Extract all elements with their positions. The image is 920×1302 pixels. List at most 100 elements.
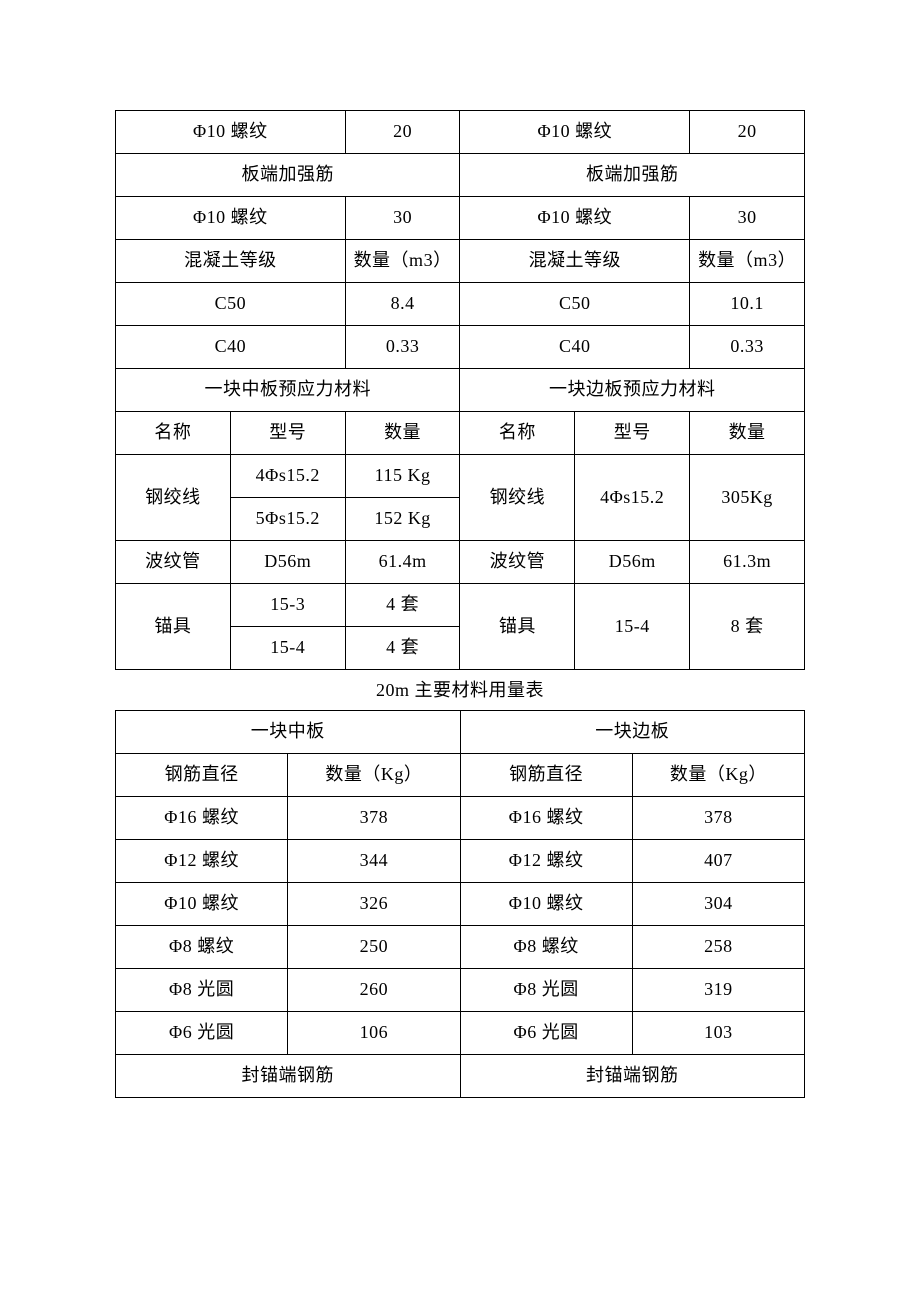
table-row: 封锚端钢筋 封锚端钢筋 bbox=[116, 1055, 805, 1098]
table-row: Φ6 光圆 106 Φ6 光圆 103 bbox=[116, 1012, 805, 1055]
cell: 407 bbox=[632, 840, 804, 883]
cell: Φ12 螺纹 bbox=[460, 840, 632, 883]
cell: 封锚端钢筋 bbox=[116, 1055, 461, 1098]
table-row: Φ10 螺纹 326 Φ10 螺纹 304 bbox=[116, 883, 805, 926]
table-row: C40 0.33 C40 0.33 bbox=[116, 326, 805, 369]
cell: 数量 bbox=[690, 412, 805, 455]
cell: 8.4 bbox=[345, 283, 460, 326]
cell: 103 bbox=[632, 1012, 804, 1055]
cell: Φ10 螺纹 bbox=[460, 111, 690, 154]
cell: 锚具 bbox=[460, 584, 575, 670]
cell: 数量（Kg） bbox=[632, 754, 804, 797]
cell: 0.33 bbox=[345, 326, 460, 369]
cell: 152 Kg bbox=[345, 498, 460, 541]
cell: 锚具 bbox=[116, 584, 231, 670]
cell: 20 bbox=[690, 111, 805, 154]
cell: Φ10 螺纹 bbox=[116, 111, 346, 154]
table-row: Φ10 螺纹 20 Φ10 螺纹 20 bbox=[116, 111, 805, 154]
cell: 数量（m3） bbox=[345, 240, 460, 283]
cell: 一块边板预应力材料 bbox=[460, 369, 805, 412]
cell: Φ12 螺纹 bbox=[116, 840, 288, 883]
table-row: 一块中板预应力材料 一块边板预应力材料 bbox=[116, 369, 805, 412]
cell: 混凝土等级 bbox=[460, 240, 690, 283]
cell: 378 bbox=[288, 797, 460, 840]
cell: 钢筋直径 bbox=[460, 754, 632, 797]
cell: 4 套 bbox=[345, 627, 460, 670]
cell: 260 bbox=[288, 969, 460, 1012]
cell: 钢绞线 bbox=[460, 455, 575, 541]
table-row: 锚具 15-3 4 套 锚具 15-4 8 套 bbox=[116, 584, 805, 627]
cell: 一块边板 bbox=[460, 711, 805, 754]
cell: 混凝土等级 bbox=[116, 240, 346, 283]
cell: 15-4 bbox=[230, 627, 345, 670]
cell: 30 bbox=[690, 197, 805, 240]
table-row: 钢筋直径 数量（Kg） 钢筋直径 数量（Kg） bbox=[116, 754, 805, 797]
cell: Φ8 螺纹 bbox=[460, 926, 632, 969]
cell: 319 bbox=[632, 969, 804, 1012]
cell: 4Φs15.2 bbox=[230, 455, 345, 498]
cell: 0.33 bbox=[690, 326, 805, 369]
table-row: 名称 型号 数量 名称 型号 数量 bbox=[116, 412, 805, 455]
cell: Φ8 光圆 bbox=[460, 969, 632, 1012]
cell: 波纹管 bbox=[460, 541, 575, 584]
cell: Φ10 螺纹 bbox=[116, 197, 346, 240]
table-row: Φ16 螺纹 378 Φ16 螺纹 378 bbox=[116, 797, 805, 840]
table-a: Φ10 螺纹 20 Φ10 螺纹 20 板端加强筋 板端加强筋 Φ10 螺纹 3… bbox=[115, 110, 805, 670]
cell: 一块中板 bbox=[116, 711, 461, 754]
cell: Φ10 螺纹 bbox=[116, 883, 288, 926]
cell: Φ10 螺纹 bbox=[460, 883, 632, 926]
table-row: 钢绞线 4Φs15.2 115 Kg 钢绞线 4Φs15.2 305Kg bbox=[116, 455, 805, 498]
cell: 304 bbox=[632, 883, 804, 926]
cell: 板端加强筋 bbox=[116, 154, 460, 197]
table-row: 混凝土等级 数量（m3） 混凝土等级 数量（m3） bbox=[116, 240, 805, 283]
cell: 30 bbox=[345, 197, 460, 240]
cell: 15-4 bbox=[575, 584, 690, 670]
cell: 数量（m3） bbox=[690, 240, 805, 283]
cell: 250 bbox=[288, 926, 460, 969]
table-row: 一块中板 一块边板 bbox=[116, 711, 805, 754]
cell: 名称 bbox=[460, 412, 575, 455]
cell: 61.4m bbox=[345, 541, 460, 584]
cell: 326 bbox=[288, 883, 460, 926]
cell: 名称 bbox=[116, 412, 231, 455]
cell: 8 套 bbox=[690, 584, 805, 670]
cell: 型号 bbox=[575, 412, 690, 455]
cell: Φ8 螺纹 bbox=[116, 926, 288, 969]
cell: Φ10 螺纹 bbox=[460, 197, 690, 240]
cell: 305Kg bbox=[690, 455, 805, 541]
cell: C50 bbox=[116, 283, 346, 326]
cell: C40 bbox=[460, 326, 690, 369]
table-row: Φ8 螺纹 250 Φ8 螺纹 258 bbox=[116, 926, 805, 969]
cell: 4 套 bbox=[345, 584, 460, 627]
cell: 一块中板预应力材料 bbox=[116, 369, 460, 412]
cell: 型号 bbox=[230, 412, 345, 455]
cell: 378 bbox=[632, 797, 804, 840]
cell: 106 bbox=[288, 1012, 460, 1055]
table-row: 板端加强筋 板端加强筋 bbox=[116, 154, 805, 197]
cell: C40 bbox=[116, 326, 346, 369]
cell: 20 bbox=[345, 111, 460, 154]
table-row: 波纹管 D56m 61.4m 波纹管 D56m 61.3m bbox=[116, 541, 805, 584]
cell: 数量（Kg） bbox=[288, 754, 460, 797]
table-row: Φ10 螺纹 30 Φ10 螺纹 30 bbox=[116, 197, 805, 240]
cell: Φ6 光圆 bbox=[460, 1012, 632, 1055]
table-row: Φ8 光圆 260 Φ8 光圆 319 bbox=[116, 969, 805, 1012]
cell: 钢绞线 bbox=[116, 455, 231, 541]
cell: 5Φs15.2 bbox=[230, 498, 345, 541]
cell: Φ16 螺纹 bbox=[116, 797, 288, 840]
table-row: C50 8.4 C50 10.1 bbox=[116, 283, 805, 326]
cell: Φ8 光圆 bbox=[116, 969, 288, 1012]
table-caption: 20m 主要材料用量表 bbox=[115, 676, 805, 702]
cell: 封锚端钢筋 bbox=[460, 1055, 805, 1098]
cell: C50 bbox=[460, 283, 690, 326]
cell: 4Φs15.2 bbox=[575, 455, 690, 541]
cell: 344 bbox=[288, 840, 460, 883]
table-row: Φ12 螺纹 344 Φ12 螺纹 407 bbox=[116, 840, 805, 883]
cell: 钢筋直径 bbox=[116, 754, 288, 797]
cell: 波纹管 bbox=[116, 541, 231, 584]
cell: 61.3m bbox=[690, 541, 805, 584]
cell: D56m bbox=[230, 541, 345, 584]
cell: 10.1 bbox=[690, 283, 805, 326]
cell: 数量 bbox=[345, 412, 460, 455]
cell: D56m bbox=[575, 541, 690, 584]
